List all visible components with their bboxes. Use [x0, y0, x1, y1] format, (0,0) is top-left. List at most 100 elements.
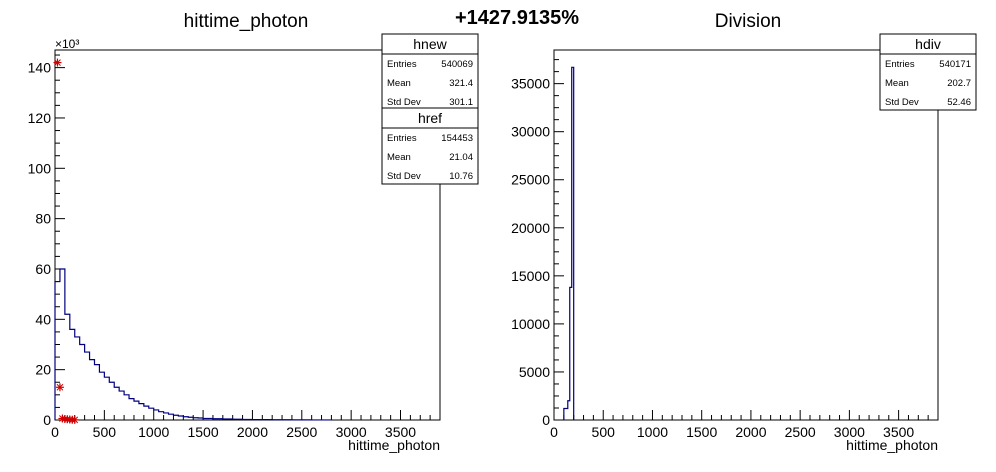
series-hnew-bin	[99, 372, 104, 420]
series-hnew-bin	[85, 352, 90, 420]
x-tick-label: 3000	[336, 424, 367, 440]
chart-title: Division	[715, 11, 782, 32]
y-tick-label: 80	[35, 211, 51, 227]
plot-frame	[553, 49, 939, 421]
y-tick-label: 20000	[511, 220, 550, 236]
series-hnew-bin	[80, 344, 85, 420]
x-tick-label: 3500	[883, 424, 914, 440]
x-tick-label: 1000	[637, 424, 668, 440]
series-hnew-bin	[75, 337, 80, 420]
series-href-marker	[70, 415, 79, 424]
y-tick-label: 40	[35, 311, 51, 327]
series-hnew-bin	[129, 399, 134, 420]
series-hnew-bin	[169, 414, 174, 420]
stats-row-label: Std Dev	[387, 97, 421, 108]
series-hnew-bin	[178, 416, 183, 420]
series-hnew-bin	[134, 401, 139, 420]
series-hnew-bin	[164, 413, 169, 420]
stats-row-value: 154453	[441, 133, 473, 144]
chart-title: hittime_photon	[184, 11, 309, 32]
y-tick-label: 60	[35, 261, 51, 277]
series-hnew-bin	[159, 412, 164, 420]
series-hnew-bin	[60, 269, 65, 420]
series-href-marker	[55, 383, 64, 392]
stats-box-hnew: hnew Entries 540069 Mean 321.4 Std Dev 301.1	[381, 33, 479, 111]
x-tick-label: 2000	[237, 424, 268, 440]
x-tick-label: 500	[592, 424, 616, 440]
x-tick-label: 0	[51, 424, 59, 440]
x-tick-label: 1500	[686, 424, 717, 440]
series-hnew-bin	[119, 391, 124, 420]
series-hnew-bin	[55, 282, 60, 420]
stats-box-title: hdiv	[915, 36, 941, 52]
series-hnew-bin	[173, 415, 178, 420]
series-hnew-bin	[139, 404, 144, 420]
y-tick-label: 35000	[511, 76, 550, 92]
stats-box-frame	[381, 33, 479, 111]
stats-row-label: Entries	[387, 133, 417, 144]
series-hnew-bin	[104, 377, 109, 420]
x-tick-label: 2500	[286, 424, 317, 440]
stats-row-label: Std Dev	[387, 171, 421, 182]
stats-box-title: hnew	[413, 36, 447, 52]
y-tick-label: 100	[28, 160, 52, 176]
y-tick-label: 10000	[511, 316, 550, 332]
y-tick-label: 0	[43, 412, 51, 428]
stats-row-value: 301.1	[449, 97, 473, 108]
x-tick-label: 2000	[735, 424, 766, 440]
stats-row-value: 202.7	[947, 78, 971, 89]
y-tick-label: 15000	[511, 268, 550, 284]
x-tick-label: 3000	[834, 424, 865, 440]
stats-row-label: Entries	[387, 59, 417, 70]
y-tick-label: 5000	[519, 364, 550, 380]
series-hnew-bin	[90, 360, 95, 420]
x-tick-label: 500	[93, 424, 117, 440]
y-tick-label: 20	[35, 362, 51, 378]
series-hnew-bin	[149, 408, 154, 420]
y-tick-label: 25000	[511, 172, 550, 188]
series-hnew-bin	[65, 314, 70, 420]
x-tick-label: 1000	[138, 424, 169, 440]
stats-row-label: Std Dev	[885, 97, 919, 108]
stats-row-label: Entries	[885, 59, 915, 70]
x-tick-label: 2500	[785, 424, 816, 440]
series-hnew-bin	[70, 329, 75, 420]
percent-difference-label: +1427.9135%	[455, 7, 579, 29]
stats-row-value: 321.4	[449, 78, 473, 89]
series-hnew-bin	[114, 387, 119, 420]
y-tick-label: 0	[542, 412, 550, 428]
series-hnew-bin	[109, 382, 114, 420]
stats-row-label: Mean	[885, 78, 909, 89]
stats-row-value: 52.46	[947, 97, 971, 108]
stats-row-label: Mean	[387, 152, 411, 163]
stats-box-frame	[381, 107, 479, 185]
y-multiplier-label: ×10³	[55, 37, 79, 51]
x-axis-label: hittime_photon	[846, 437, 938, 453]
x-tick-label: 3500	[385, 424, 416, 440]
y-tick-label: 140	[28, 60, 52, 76]
series-hnew-bin	[94, 365, 99, 420]
y-tick-label: 120	[28, 110, 52, 126]
x-tick-label: 1500	[187, 424, 218, 440]
stats-row-value: 10.76	[449, 171, 473, 182]
stats-row-value: 540171	[939, 59, 971, 70]
x-tick-label: 0	[550, 424, 558, 440]
stats-row-value: 540069	[441, 59, 473, 70]
series-hnew-bin	[154, 410, 159, 420]
stats-row-label: Mean	[387, 78, 411, 89]
series-hnew-bin	[124, 395, 129, 420]
stats-box-frame	[879, 33, 977, 111]
y-tick-label: 30000	[511, 124, 550, 140]
series-hdiv-line	[563, 66, 575, 420]
stats-row-value: 21.04	[449, 152, 473, 163]
x-axis-label: hittime_photon	[348, 437, 440, 453]
series-hnew-line	[54, 268, 333, 421]
series-hnew-bin	[144, 406, 149, 420]
stats-box-title: href	[418, 110, 442, 126]
